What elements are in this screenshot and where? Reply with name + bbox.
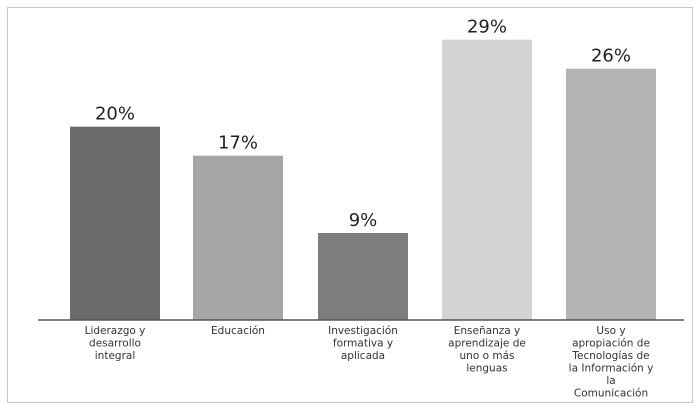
category-label-2: Educación: [211, 325, 265, 337]
value-label-5: 26%: [591, 46, 631, 67]
category-label-5: Uso y apropiación de Tecnologías de la Info…: [569, 325, 654, 400]
value-label-2: 17%: [218, 133, 258, 154]
bar-3: [318, 233, 408, 320]
category-label-3: Investigación formativa y aplicada: [328, 325, 398, 362]
value-label-4: 29%: [467, 17, 507, 38]
category-label-4: Enseñanza y aprendizaje de uno o más lengua…: [448, 325, 526, 375]
bar-1: [70, 126, 160, 321]
bar-2: [193, 155, 283, 320]
bar-4: [442, 39, 532, 321]
bar-5: [566, 68, 656, 321]
category-label-1: Liderazgo y desarrollo integral: [85, 325, 146, 362]
value-label-3: 9%: [349, 210, 378, 231]
value-label-1: 20%: [95, 104, 135, 125]
